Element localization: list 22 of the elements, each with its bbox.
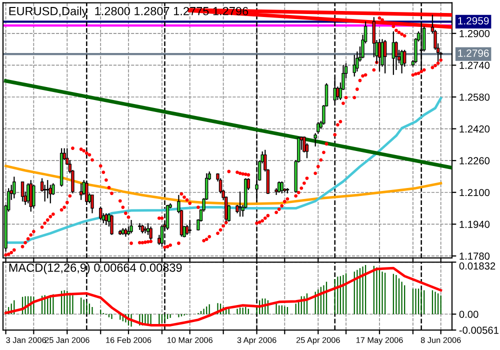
y-tick-label: -0.00561 <box>459 326 498 334</box>
x-tick-label: 3 Apr 2006 <box>237 337 276 345</box>
x-tick-label: 25 Apr 2006 <box>296 337 340 345</box>
y-tick-label: 1.2260 <box>460 157 490 164</box>
y-tick-label: 0.01832 <box>459 262 496 270</box>
x-tick-label: 10 Mar 2006 <box>167 337 212 344</box>
y-tick-label: 0.00 <box>459 310 478 318</box>
y-tick-label: 1.1940 <box>460 220 490 228</box>
x-tick-label: 17 May 2006 <box>356 337 403 345</box>
x-tick-label: 25 Jan 2006 <box>45 337 90 344</box>
chart-title: MACD(12,26,9) 0.00664 0.00839 <box>9 263 182 274</box>
y-tick-label: 1.2900 <box>460 30 490 38</box>
x-tick-label: 8 Jun 2006 <box>420 337 461 344</box>
y-tick-label: 1.2100 <box>460 188 490 196</box>
x-tick-label: 16 Feb 2006 <box>106 336 152 344</box>
y-tick-label: 1.2740 <box>460 62 490 69</box>
y-tick-label: 1.2420 <box>460 125 490 133</box>
ref-line-label: 1.2796 <box>458 49 489 57</box>
x-tick-label: 3 Jan 2006 <box>6 337 46 344</box>
ref-line-label: 1.2959 <box>458 17 489 24</box>
y-tick-label: 1.1780 <box>460 252 490 260</box>
y-tick-label: 1.2580 <box>460 94 490 101</box>
